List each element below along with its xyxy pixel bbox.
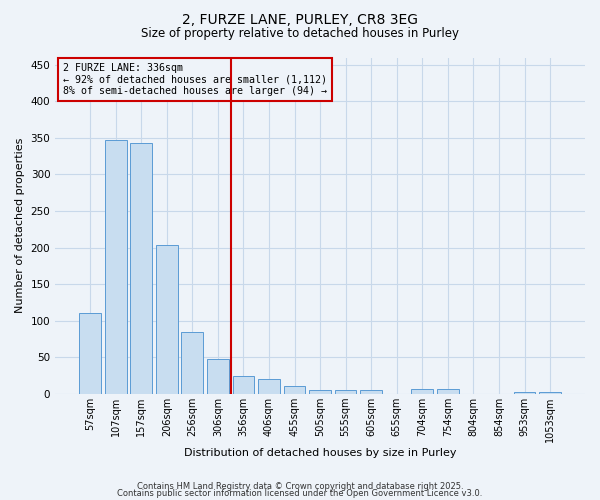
Bar	[105, 140, 127, 394]
Bar	[258, 379, 280, 394]
Bar	[284, 386, 305, 394]
Y-axis label: Number of detached properties: Number of detached properties	[15, 138, 25, 314]
Bar	[539, 392, 561, 394]
Bar	[361, 390, 382, 394]
Text: 2 FURZE LANE: 336sqm
← 92% of detached houses are smaller (1,112)
8% of semi-det: 2 FURZE LANE: 336sqm ← 92% of detached h…	[63, 62, 327, 96]
Bar	[79, 312, 101, 394]
Bar	[181, 332, 203, 394]
Bar	[130, 143, 152, 394]
Bar	[437, 390, 459, 394]
Bar	[207, 360, 229, 394]
Bar	[335, 390, 356, 394]
Bar	[156, 246, 178, 394]
Text: Size of property relative to detached houses in Purley: Size of property relative to detached ho…	[141, 28, 459, 40]
Bar	[412, 390, 433, 394]
Text: 2, FURZE LANE, PURLEY, CR8 3EG: 2, FURZE LANE, PURLEY, CR8 3EG	[182, 12, 418, 26]
Text: Contains public sector information licensed under the Open Government Licence v3: Contains public sector information licen…	[118, 490, 482, 498]
Text: Contains HM Land Registry data © Crown copyright and database right 2025.: Contains HM Land Registry data © Crown c…	[137, 482, 463, 491]
X-axis label: Distribution of detached houses by size in Purley: Distribution of detached houses by size …	[184, 448, 457, 458]
Bar	[233, 376, 254, 394]
Bar	[309, 390, 331, 394]
Bar	[514, 392, 535, 394]
